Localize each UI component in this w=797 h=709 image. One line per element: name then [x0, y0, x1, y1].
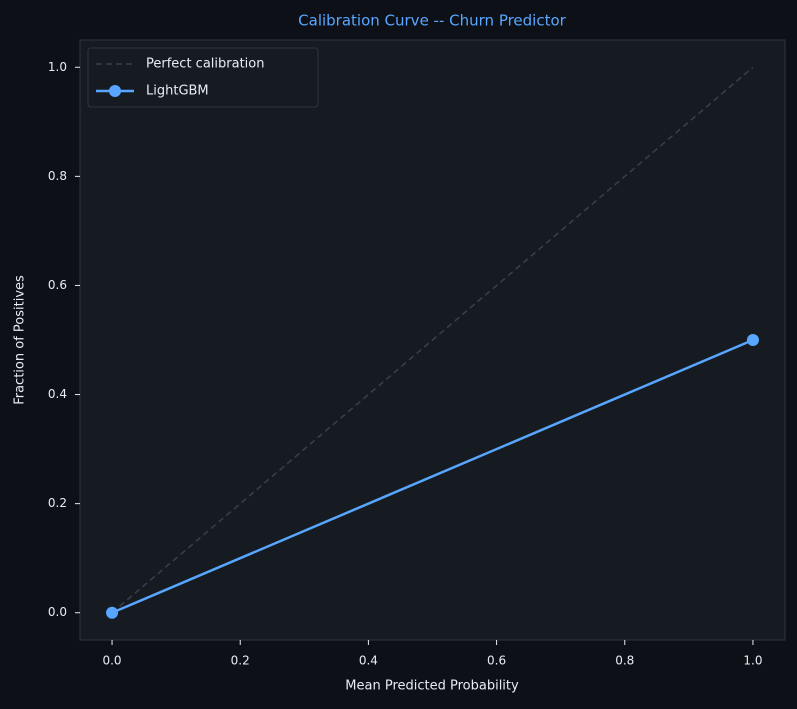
y-axis-label: Fraction of Positives [13, 275, 28, 405]
legend-label: Perfect calibration [146, 57, 264, 72]
data-point [746, 334, 759, 346]
series-line [111, 66, 754, 614]
x-tick-label: 0.4 [359, 654, 378, 668]
x-tick-label: 0.8 [615, 654, 634, 668]
legend-label: LightGBM [146, 84, 209, 99]
legend-marker [109, 85, 121, 97]
chart-title: Calibration Curve -- Churn Predictor [298, 12, 567, 30]
y-tick-label: 0.6 [48, 278, 67, 292]
series-line [111, 338, 754, 614]
x-axis-label: Mean Predicted Probability [345, 679, 519, 694]
x-tick-label: 0.6 [487, 654, 506, 668]
x-tick-label: 1.0 [743, 654, 762, 668]
x-tick-label: 0.2 [231, 654, 250, 668]
y-tick-label: 0.4 [48, 387, 67, 401]
y-tick-label: 0.2 [48, 496, 67, 510]
y-tick-label: 1.0 [48, 60, 67, 74]
y-tick-label: 0.8 [48, 169, 67, 183]
data-point [106, 606, 119, 619]
y-tick-label: 0.0 [48, 605, 67, 619]
legend-box [87, 47, 319, 108]
x-tick-label: 0.0 [102, 654, 121, 668]
